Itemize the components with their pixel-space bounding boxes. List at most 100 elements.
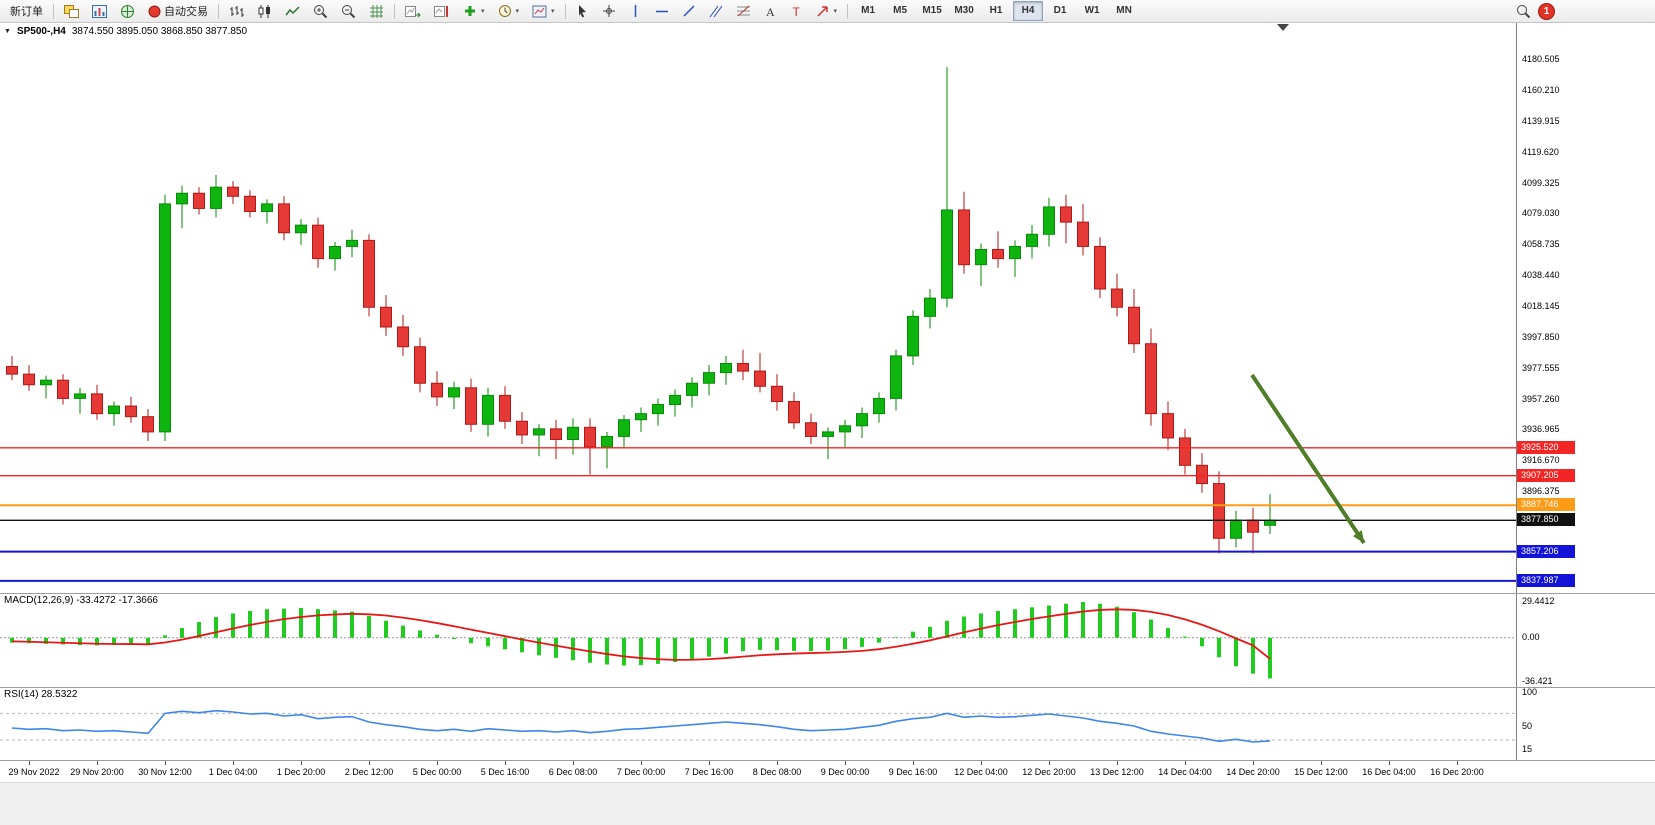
window-bottom-area [0,782,1655,825]
price-chart-panel[interactable]: ▼ SP500-,H4 3874.550 3895.050 3868.850 3… [0,23,1516,593]
arrows-icon [816,4,830,18]
search-icon[interactable] [1510,1,1537,22]
chevron-down-icon[interactable]: ▾ [833,8,838,15]
market-watch-icon [92,4,107,19]
price-axis-label: 4119.620 [1522,146,1559,157]
macd-indicator-chart[interactable] [0,594,1516,687]
chart-menu-icon[interactable]: ▼ [4,28,11,35]
time-axis-tick [709,761,710,765]
time-axis-label: 14 Dec 04:00 [1158,767,1212,777]
crosshair-icon [602,4,616,18]
time-axis-label: 9 Dec 16:00 [888,767,938,777]
fibonacci-icon[interactable] [730,1,757,22]
line-chart-type-icon[interactable] [279,1,306,22]
bar-chart-type-icon [229,4,244,19]
candlestick-chart[interactable] [0,23,1516,593]
auto-trading-icon [148,5,161,18]
price-axis-label: 4099.325 [1522,177,1560,188]
time-axis-tick [573,761,574,765]
new-order-button[interactable]: 新订单 [4,1,49,22]
data-window-icon[interactable] [114,1,141,22]
timeframe-m15-button[interactable]: M15 [922,5,942,16]
trendline-icon[interactable] [676,1,702,22]
time-axis-label: 12 Dec 20:00 [1022,767,1076,777]
new-order-button-label: 新订单 [10,6,43,18]
rsi-panel[interactable]: RSI(14) 28.5322 [0,688,1516,760]
chevron-down-icon[interactable]: ▾ [515,8,520,15]
horizontal-line-icon[interactable] [649,1,675,22]
timeframe-h1-button[interactable]: H1 [989,5,1003,16]
templates-icon[interactable]: ▾ [526,1,561,22]
time-axis-label: 29 Nov 20:00 [70,767,124,777]
vertical-line-icon[interactable] [623,1,648,22]
vertical-line-icon [629,4,642,18]
panel-splitter[interactable] [0,760,1655,761]
price-axis[interactable]: 3925.520 3907.205 3887.746 3877.850 3857.206… [1516,23,1655,761]
timeframe-d1-button[interactable]: D1 [1053,5,1067,16]
candlestick-type-icon[interactable] [251,1,278,22]
templates-icon [532,4,547,19]
panel-splitter[interactable] [0,687,1655,688]
chart-shift-icon [434,4,450,19]
grid-icon[interactable] [363,1,390,22]
zoom-in-icon [313,4,328,19]
label-icon: T [790,5,803,18]
auto-scroll-icon[interactable] [399,1,427,22]
auto-trading-button[interactable]: 自动交易 [142,1,214,22]
macd-signal-line [11,608,1271,661]
timeframe-m1-button[interactable]: M1 [861,5,876,16]
level-price-badge: 3907.205 [1517,468,1575,482]
channel-icon[interactable] [703,1,729,22]
toolbar-separator [53,3,54,19]
auto-trading-button-label: 自动交易 [164,6,208,18]
rsi-indicator-label: RSI(14) 28.5322 [4,689,78,700]
time-axis-label: 7 Dec 00:00 [616,767,666,777]
timeframe-w1-button[interactable]: W1 [1084,5,1100,16]
periods-clock-icon[interactable]: ▾ [492,1,526,22]
time-axis-tick [1185,761,1186,765]
bar-chart-type-icon[interactable] [223,1,250,22]
trendline-icon [682,4,696,18]
charts-window-icon [64,4,79,19]
indicators-add-icon[interactable]: ▾ [457,1,491,22]
time-axis-label: 1 Dec 04:00 [208,767,258,777]
notification-badge[interactable]: 1 [1538,2,1555,20]
chevron-down-icon[interactable]: ▾ [551,8,555,15]
time-axis-tick [301,761,302,765]
zoom-out-icon [341,4,356,19]
timeframe-h4-button[interactable]: H4 [1013,1,1044,21]
label-icon[interactable]: T [784,1,809,22]
zoom-in-icon[interactable] [307,1,334,22]
panel-splitter[interactable] [0,593,1655,594]
time-axis-tick [29,761,30,765]
time-axis-tick [1049,761,1050,765]
time-axis-label: 14 Dec 20:00 [1226,767,1280,777]
toolbar-separator [218,3,219,19]
timeframe-m5-button[interactable]: M5 [893,5,908,16]
time-axis-label: 5 Dec 16:00 [480,767,530,777]
crosshair-icon[interactable] [596,1,622,22]
fibonacci-icon [736,4,751,18]
zoom-out-icon[interactable] [335,1,362,22]
time-axis-label: 6 Dec 08:00 [548,767,598,777]
price-axis-label: 4079.030 [1522,208,1560,219]
rsi-indicator-chart[interactable] [0,688,1516,760]
toolbar-separator [394,3,395,19]
text-icon[interactable]: A [758,1,783,22]
time-axis-tick [505,761,506,765]
market-watch-icon[interactable] [86,1,113,22]
chevron-down-icon[interactable]: ▾ [481,8,485,15]
charts-window-icon[interactable] [58,1,85,22]
timeframe-m30-button[interactable]: M30 [954,5,974,16]
macd-panel[interactable]: MACD(12,26,9) -33.4272 -17.3666 [0,594,1516,687]
chart-shift-icon[interactable] [428,1,456,22]
periods-clock-icon [498,4,512,18]
arrows-icon[interactable]: ▾ [810,1,844,22]
time-axis[interactable]: 29 Nov 2022 29 Nov 20:00 30 Nov 12:00 1 Dec… [0,761,1516,782]
time-axis-tick [981,761,982,765]
timeframe-mn-button[interactable]: MN [1116,5,1132,16]
cursor-icon[interactable] [570,1,595,22]
time-axis-label: 12 Dec 04:00 [954,767,1008,777]
price-axis-label: 3896.375 [1522,486,1560,497]
